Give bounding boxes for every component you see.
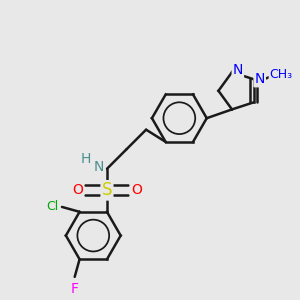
Text: CH₃: CH₃ — [270, 68, 293, 81]
Text: N: N — [254, 72, 265, 86]
Text: F: F — [71, 282, 79, 296]
Text: O: O — [72, 183, 83, 197]
Text: Cl: Cl — [46, 200, 58, 213]
Text: S: S — [102, 181, 112, 199]
Text: N: N — [233, 63, 243, 77]
Text: H: H — [80, 152, 91, 166]
Text: N: N — [94, 160, 104, 174]
Text: O: O — [131, 183, 142, 197]
